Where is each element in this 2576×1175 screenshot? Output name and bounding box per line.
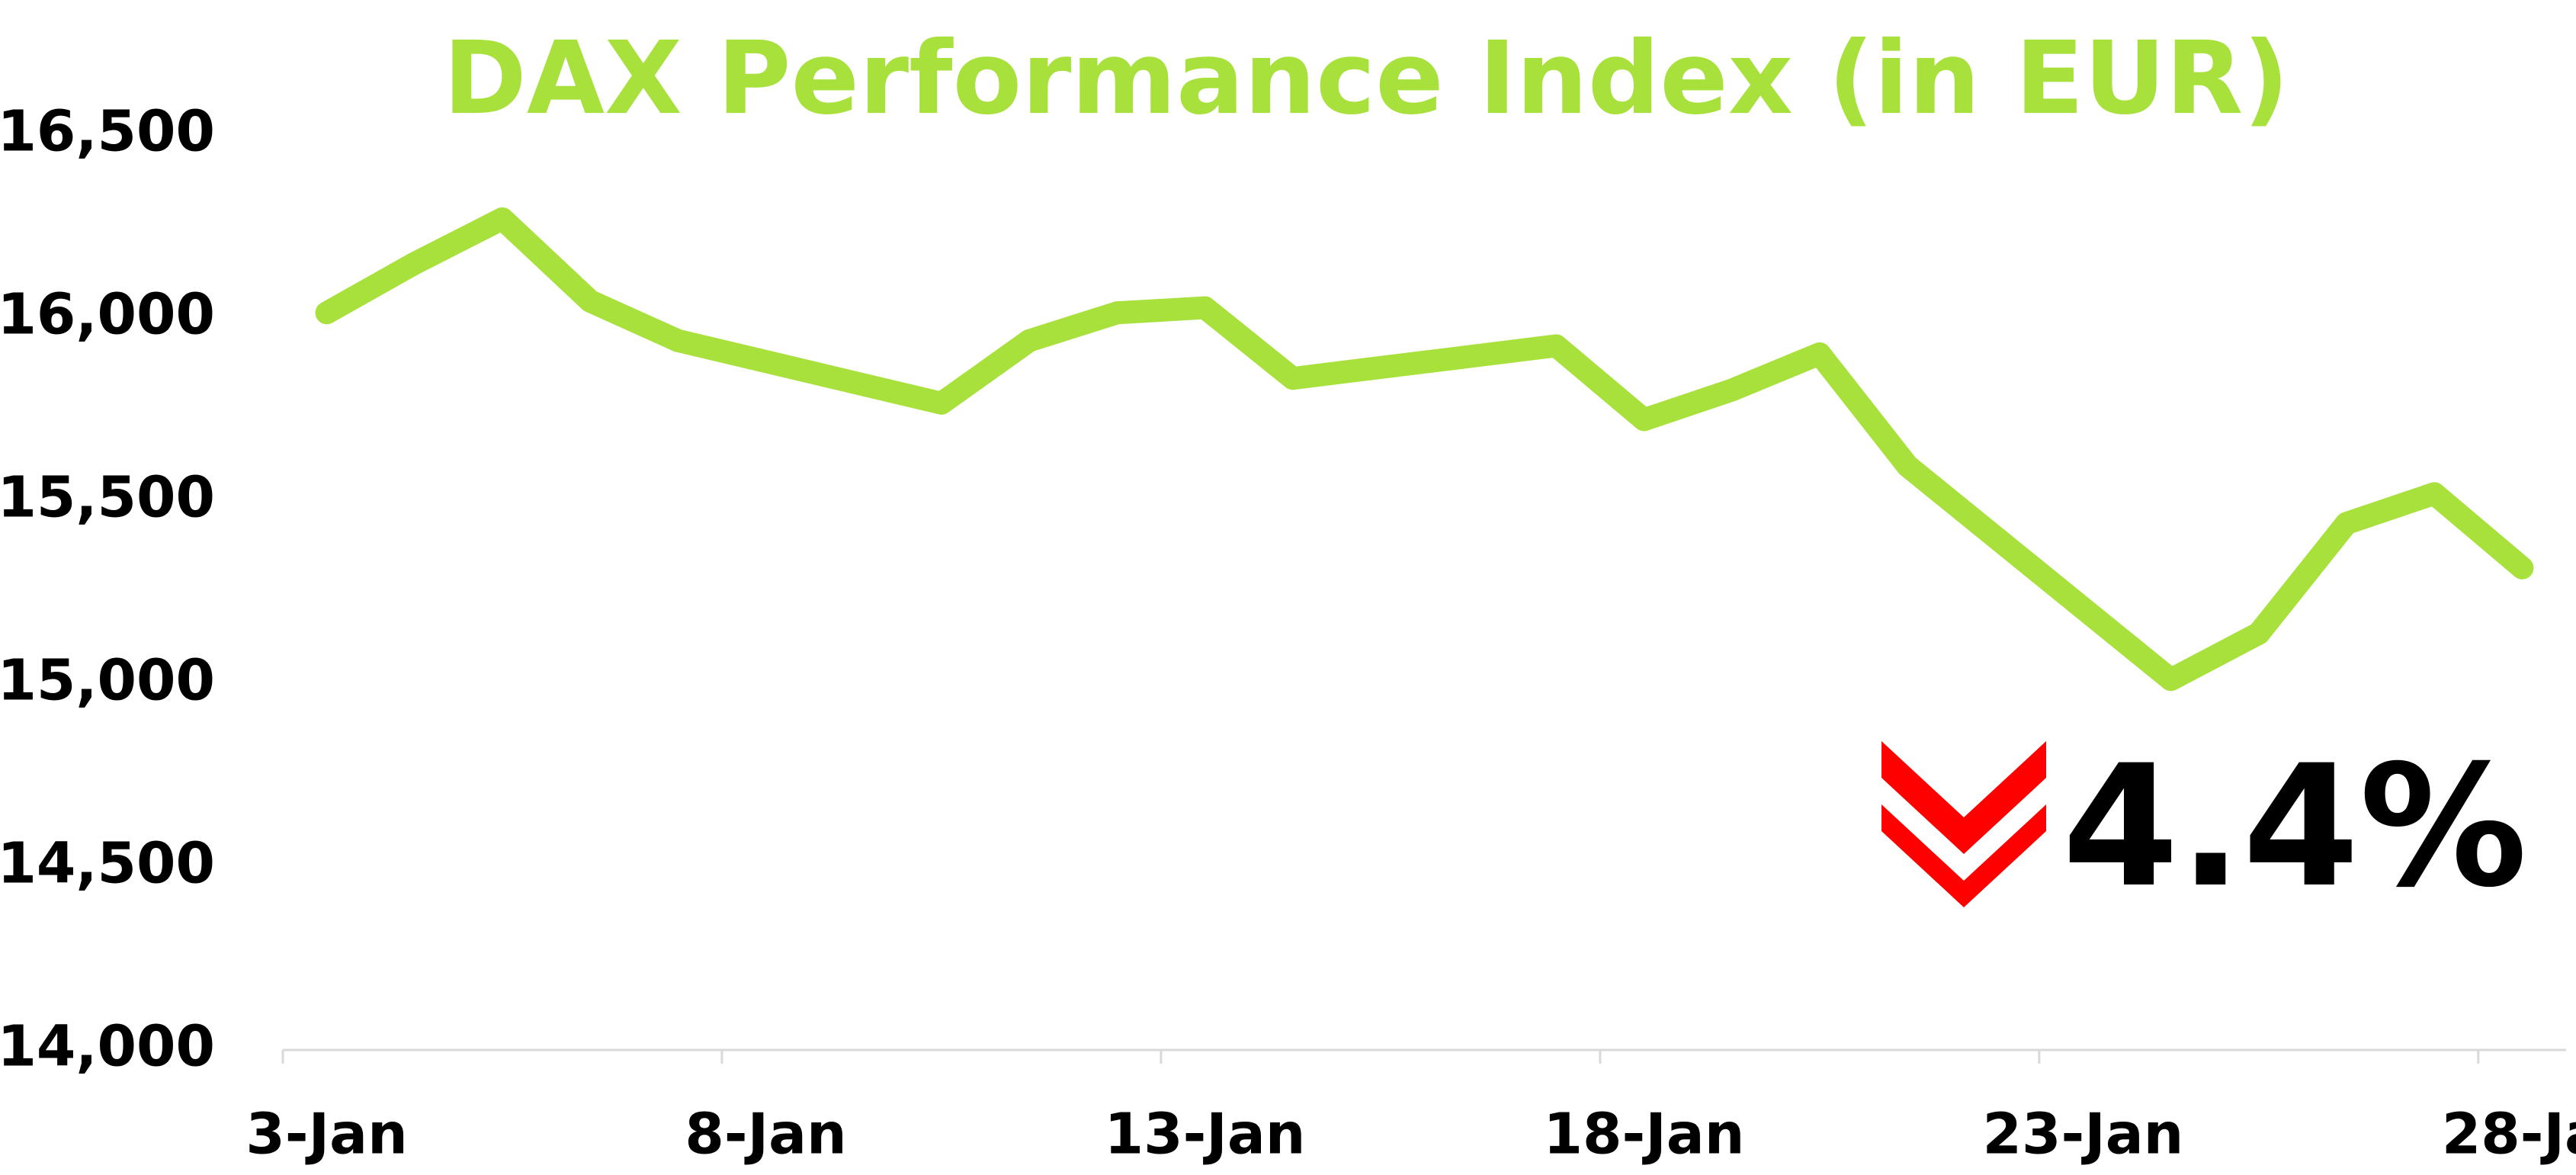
chart-title: DAX Performance Index (in EUR) — [443, 20, 2289, 137]
y-tick-label: 16,500 — [0, 99, 215, 165]
x-tick-label: 28-Ja — [2442, 1102, 2576, 1167]
y-tick-label: 16,000 — [0, 282, 215, 348]
data-line — [315, 207, 2534, 692]
y-tick-label: 15,000 — [0, 648, 215, 714]
down-arrow-icon — [1881, 741, 2046, 907]
y-tick-label: 14,000 — [0, 1014, 215, 1080]
x-tick-label: 18-Jan — [1544, 1102, 1745, 1167]
y-tick-label: 14,500 — [0, 831, 215, 897]
x-tick-label: 3-Jan — [245, 1102, 407, 1167]
x-tick-label: 23-Jan — [1983, 1102, 2184, 1167]
x-tick-label: 13-Jan — [1105, 1102, 1306, 1167]
change-annotation: 4.4% — [2062, 729, 2527, 924]
y-tick-label: 15,500 — [0, 465, 215, 531]
x-tick-label: 8-Jan — [685, 1102, 846, 1167]
